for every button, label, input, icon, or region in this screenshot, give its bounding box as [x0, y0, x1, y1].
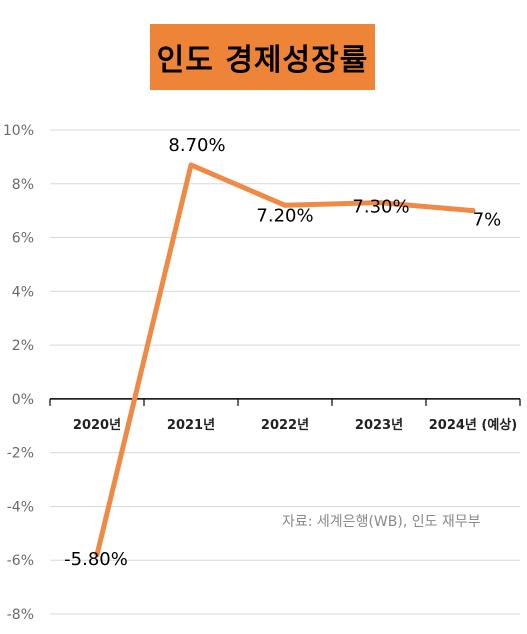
- gridlines: [50, 129, 520, 615]
- x-axis-ticks: 2020년 2021년 2022년 2023년 2024년 (예상): [73, 417, 517, 433]
- data-labels: -5.80% 8.70% 7.20% 7.30% 7%: [64, 135, 501, 570]
- data-label: -5.80%: [64, 549, 128, 570]
- y-tick-label: -4%: [7, 499, 34, 515]
- series-line-group: [94, 162, 476, 558]
- data-point: [376, 200, 382, 206]
- chart-title: 인도 경제성장률: [150, 24, 375, 90]
- data-point: [94, 552, 100, 558]
- y-axis-ticks: 10% 8% 6% 4% 2% 0% -2% -4% -6% -8%: [3, 123, 34, 623]
- data-label: 7%: [473, 210, 502, 231]
- data-point: [470, 208, 476, 214]
- y-tick-label: 2%: [12, 338, 34, 354]
- x-tick-label: 2023년: [355, 418, 403, 433]
- y-tick-label: 10%: [3, 123, 34, 139]
- x-axis: [49, 398, 521, 406]
- data-label: 7.30%: [352, 197, 409, 218]
- y-tick-label: -2%: [7, 446, 34, 462]
- x-tick-label: 2022년: [261, 418, 309, 433]
- y-tick-label: 4%: [12, 284, 34, 300]
- y-tick-label: 8%: [12, 177, 34, 193]
- data-label: 7.20%: [256, 205, 313, 226]
- x-tick-label: 2024년 (예상): [429, 417, 517, 433]
- y-tick-label: -6%: [7, 553, 34, 569]
- y-tick-label: 0%: [12, 392, 34, 408]
- source-note: 자료: 세계은행(WB), 인도 재무부: [282, 514, 481, 530]
- y-tick-label: 6%: [12, 231, 34, 247]
- x-tick-label: 2020년: [73, 418, 121, 433]
- data-point: [282, 202, 288, 208]
- y-tick-label: -8%: [7, 607, 34, 623]
- data-point: [188, 162, 194, 168]
- x-tick-label: 2021년: [167, 418, 215, 433]
- data-label: 8.70%: [168, 135, 225, 156]
